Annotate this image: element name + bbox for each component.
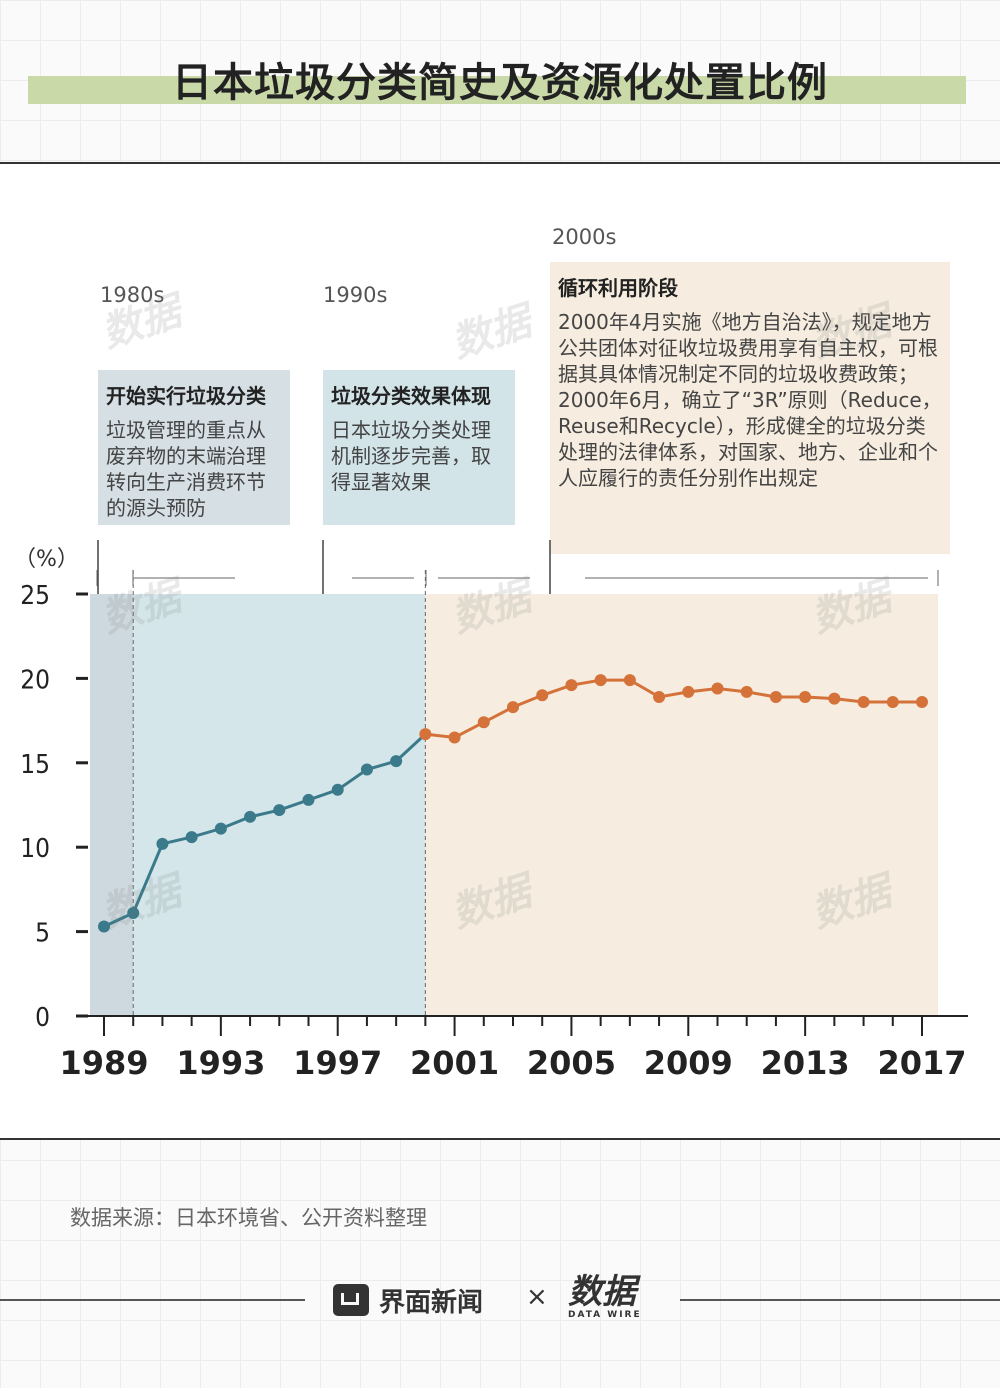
- page-title: 日本垃圾分类简史及资源化处置比例: [172, 60, 828, 106]
- y-tick-label: 10: [20, 834, 50, 864]
- data-point: [565, 679, 578, 692]
- partner-logo: 数据 DATA WIRE: [568, 1274, 642, 1320]
- data-point: [653, 690, 666, 703]
- data-point: [448, 731, 461, 744]
- brand-name: 界面新闻: [379, 1287, 484, 1318]
- x-tick-label: 2017: [877, 1044, 966, 1082]
- era-2000s-text-2: 2000年6月，确立了“3R”原则（Reduce，Reuse和Recycle），…: [558, 388, 942, 490]
- x-tick-label: 1997: [293, 1044, 382, 1082]
- data-point: [477, 716, 490, 729]
- partner-name: 数据: [568, 1272, 636, 1312]
- x-tick-label: 2013: [761, 1044, 850, 1082]
- data-point: [536, 689, 549, 702]
- data-point: [916, 696, 928, 709]
- data-point: [799, 690, 812, 703]
- data-point: [98, 920, 110, 933]
- top-rule: [0, 162, 1000, 164]
- x-tick-label: 2009: [644, 1044, 733, 1082]
- era-2000s-label: 2000s: [552, 225, 617, 249]
- era-shading: [90, 594, 134, 1016]
- data-point: [886, 696, 899, 709]
- data-point: [127, 907, 140, 920]
- data-point: [360, 763, 373, 776]
- line-chart: （%） 0 5 10 15 20 25 1989 1993 1997 2001 2005 2009 201…: [14, 540, 968, 1082]
- era-1980s-label: 1980s: [100, 283, 165, 307]
- y-tick-label: 0: [35, 1003, 50, 1033]
- data-point: [711, 682, 724, 695]
- x-tick-label: 2001: [410, 1044, 499, 1082]
- x-tick-label: 1993: [176, 1044, 265, 1082]
- data-point: [682, 685, 695, 698]
- era-1990s-text: 日本垃圾分类处理机制逐步完善，取得显著效果: [331, 418, 491, 494]
- data-point: [331, 783, 344, 796]
- data-point: [419, 728, 432, 741]
- data-point: [214, 822, 227, 835]
- era-1990s-box: 垃圾分类效果体现 日本垃圾分类处理机制逐步完善，取得显著效果: [323, 370, 515, 525]
- footer: 界面新闻 × 数据 DATA WIRE: [0, 1270, 1000, 1330]
- data-point: [857, 696, 870, 709]
- data-point: [244, 810, 257, 823]
- data-source: 数据来源：日本环境省、公开资料整理: [70, 1206, 427, 1230]
- brand-icon: [333, 1284, 369, 1316]
- era-2000s-heading: 循环利用阶段: [558, 276, 678, 300]
- brand-logo: 界面新闻: [333, 1280, 483, 1320]
- data-point: [623, 674, 636, 687]
- data-point: [185, 831, 198, 844]
- era-1980s-box: 开始实行垃圾分类 垃圾管理的重点从废弃物的末端治理转向生产消费环节的源头预防: [98, 370, 290, 525]
- partner-sub: DATA WIRE: [568, 1310, 642, 1320]
- data-point: [156, 837, 169, 850]
- y-tick-label: 15: [20, 750, 50, 780]
- era-1980s-text: 垃圾管理的重点从废弃物的末端治理转向生产消费环节的源头预防: [106, 418, 266, 520]
- footer-line-left: [0, 1299, 305, 1301]
- y-tick-label: 5: [35, 919, 50, 949]
- bottom-rule: [0, 1138, 1000, 1140]
- data-point: [828, 692, 841, 705]
- era-2000s-text-1: 2000年4月实施《地方自治法》，规定地方公共团体对征收垃圾费用享有自主权，可根…: [558, 310, 938, 386]
- data-point: [302, 793, 315, 806]
- data-point: [769, 690, 782, 703]
- data-point: [594, 674, 607, 687]
- era-1990s-label: 1990s: [323, 283, 388, 307]
- era-shading: [425, 594, 938, 1016]
- data-point: [273, 804, 286, 817]
- footer-line-right: [680, 1299, 1000, 1301]
- era-1980s-heading: 开始实行垃圾分类: [106, 384, 266, 408]
- times-sign: ×: [526, 1282, 548, 1312]
- x-tick-label: 2005: [527, 1044, 616, 1082]
- title-band: [28, 76, 966, 104]
- y-tick-label: 25: [20, 581, 50, 611]
- y-axis-label: （%）: [14, 547, 79, 572]
- data-point: [390, 755, 403, 768]
- y-tick-label: 20: [20, 665, 50, 695]
- data-point: [740, 685, 753, 698]
- era-2000s-box: 循环利用阶段 2000年4月实施《地方自治法》，规定地方公共团体对征收垃圾费用享…: [550, 262, 950, 554]
- data-point: [507, 701, 519, 714]
- x-tick-label: 1989: [59, 1044, 148, 1082]
- era-1990s-heading: 垃圾分类效果体现: [331, 384, 491, 408]
